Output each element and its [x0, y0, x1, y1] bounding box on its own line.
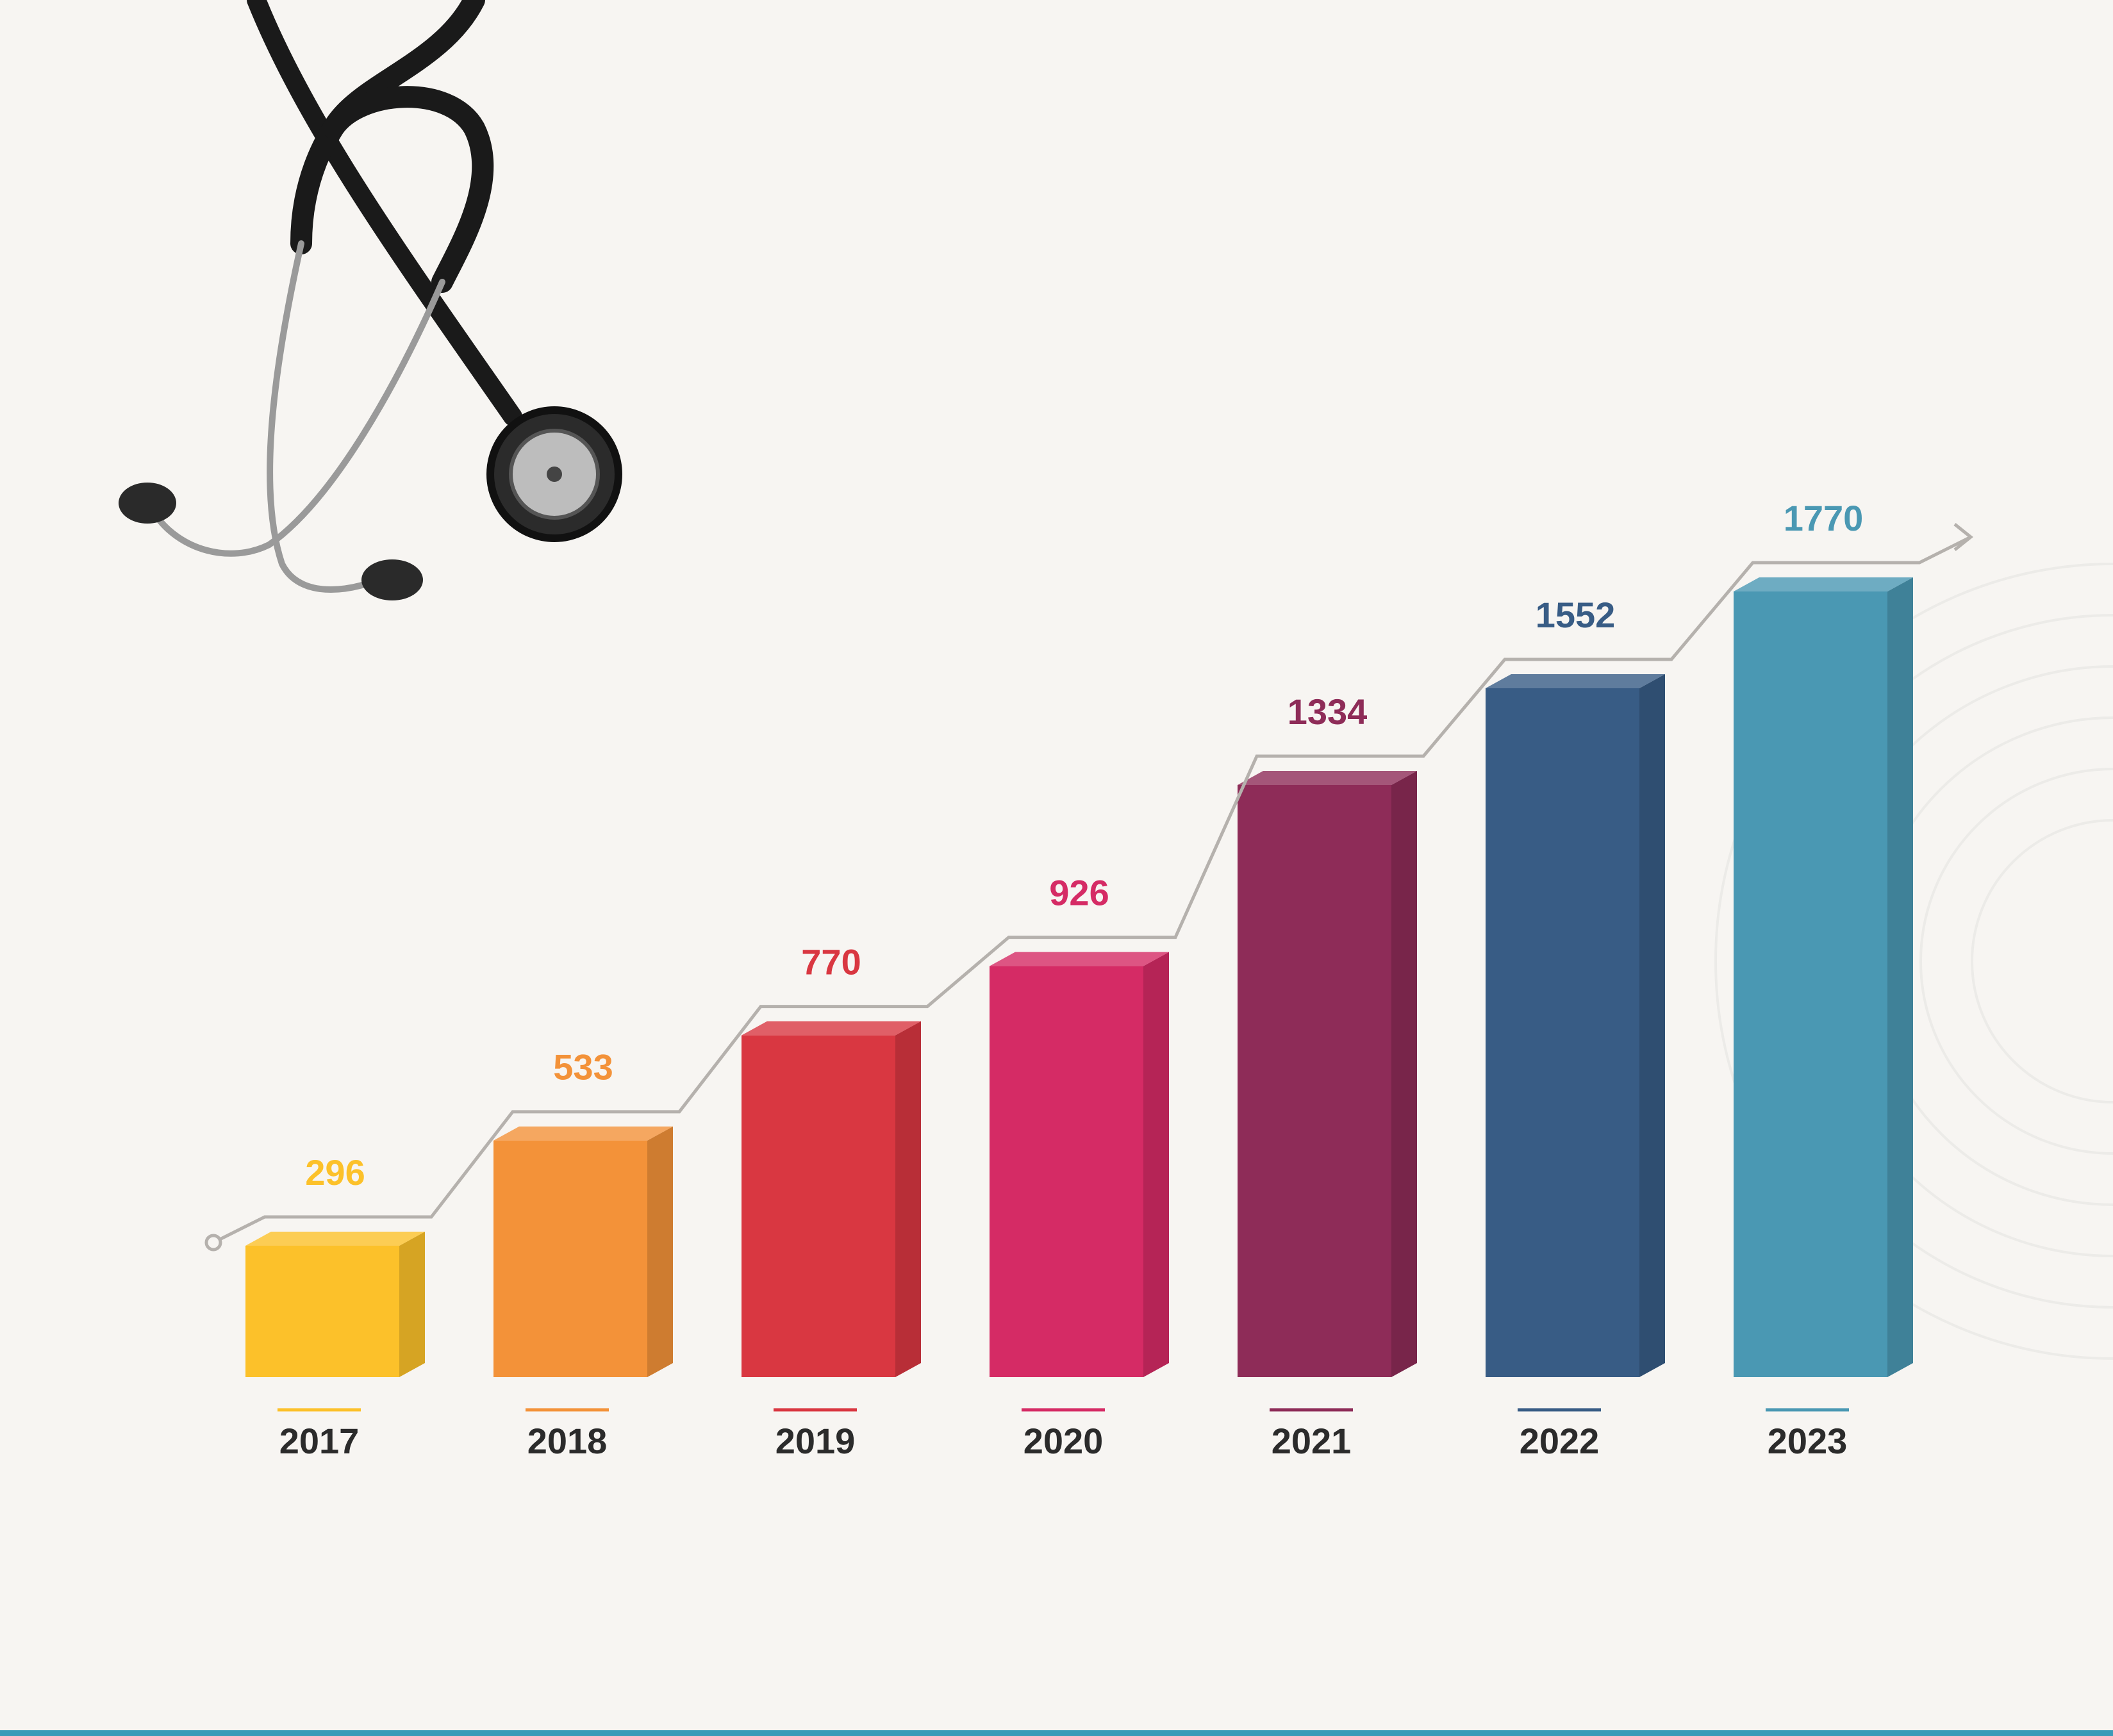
bar-top-shade	[742, 1021, 921, 1036]
value-label: 1552	[1536, 595, 1616, 635]
trend-arrowhead	[1953, 523, 1974, 551]
bar-side-shade	[647, 1126, 673, 1377]
bar-top	[493, 1126, 673, 1141]
bar	[1486, 688, 1639, 1377]
value-label: 296	[305, 1152, 365, 1193]
bar-side-shade	[895, 1021, 921, 1377]
x-tick-label: 2018	[527, 1421, 608, 1461]
x-tick-label: 2023	[1768, 1421, 1848, 1461]
value-label: 926	[1049, 872, 1109, 913]
bar	[742, 1035, 895, 1377]
value-label: 770	[801, 941, 861, 982]
bar-side	[1887, 577, 1913, 1377]
value-label: 1770	[1784, 498, 1864, 538]
value-label: 533	[553, 1047, 613, 1087]
bar-side	[895, 1021, 921, 1377]
value-label: 1334	[1288, 691, 1368, 732]
x-tick-label: 2021	[1272, 1421, 1352, 1461]
bar	[245, 1245, 399, 1377]
bar-side-shade	[1143, 952, 1169, 1377]
bar-side-shade	[1887, 577, 1913, 1377]
trend-start	[204, 1234, 222, 1252]
x-tick-label: 2022	[1520, 1421, 1600, 1461]
bar-side	[647, 1126, 673, 1377]
x-tick-label: 2019	[775, 1421, 856, 1461]
footer-stripe	[0, 1730, 2113, 1736]
bar	[1238, 784, 1391, 1377]
bar-top-shade	[245, 1231, 425, 1246]
bar-top-shade	[1238, 770, 1417, 785]
x-tick-label: 2017	[279, 1421, 360, 1461]
bar-top	[245, 1231, 425, 1246]
bar-side-shade	[1639, 674, 1665, 1377]
x-tick-label: 2020	[1023, 1421, 1104, 1461]
bar-side	[399, 1231, 425, 1377]
bar-top	[1486, 674, 1665, 688]
bar-top-shade	[493, 1126, 673, 1141]
bar-top	[990, 952, 1169, 966]
bar-side-shade	[1391, 770, 1417, 1377]
bar-top-shade	[1486, 674, 1665, 688]
bar-top	[742, 1021, 921, 1036]
bar-side	[1143, 952, 1169, 1377]
bar-top	[1734, 577, 1913, 591]
bar-side-shade	[399, 1231, 425, 1377]
trend-arrow	[212, 535, 1972, 1244]
stethoscope	[119, 0, 622, 600]
bar-top-shade	[990, 952, 1169, 966]
bar-top-shade	[1734, 577, 1913, 591]
bar	[1734, 591, 1887, 1377]
bar	[990, 966, 1143, 1377]
bar	[493, 1140, 647, 1377]
bar-side	[1639, 674, 1665, 1377]
bar-top	[1238, 770, 1417, 785]
bar-side	[1391, 770, 1417, 1377]
